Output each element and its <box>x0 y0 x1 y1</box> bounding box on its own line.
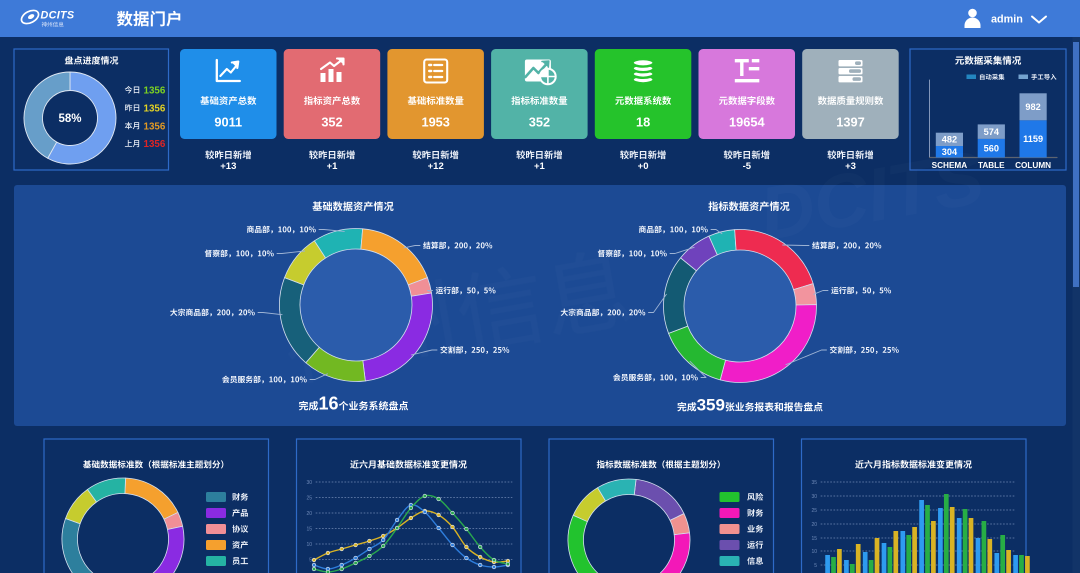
svg-text:10: 10 <box>811 549 817 555</box>
svg-text:1356: 1356 <box>144 103 166 114</box>
svg-text:+12: +12 <box>428 161 444 172</box>
svg-text:30: 30 <box>306 480 312 486</box>
svg-text:-5: -5 <box>743 161 752 172</box>
svg-text:482: 482 <box>942 135 957 145</box>
svg-text:18: 18 <box>636 115 650 130</box>
svg-text:359: 359 <box>697 396 725 415</box>
svg-text:+1: +1 <box>534 161 546 172</box>
svg-text:9011: 9011 <box>214 115 242 130</box>
svg-text:1356: 1356 <box>144 139 166 150</box>
svg-text:10: 10 <box>306 542 312 548</box>
svg-text:15: 15 <box>811 536 817 542</box>
svg-text:+0: +0 <box>638 161 649 172</box>
svg-text:30: 30 <box>811 494 817 500</box>
svg-text:574: 574 <box>984 127 1000 137</box>
svg-text:35: 35 <box>811 480 817 486</box>
svg-text:1356: 1356 <box>144 121 166 132</box>
svg-text:COLUMN: COLUMN <box>1015 161 1051 170</box>
svg-text:20: 20 <box>306 511 312 517</box>
svg-text:15: 15 <box>306 526 312 532</box>
svg-text:SCHEMA: SCHEMA <box>932 161 968 170</box>
svg-text:TABLE: TABLE <box>978 161 1005 170</box>
svg-text:DCITS: DCITS <box>41 9 75 21</box>
svg-text:1397: 1397 <box>836 115 864 130</box>
svg-text:560: 560 <box>984 144 999 154</box>
svg-text:+3: +3 <box>845 161 856 172</box>
svg-text:19654: 19654 <box>729 115 765 130</box>
svg-text:352: 352 <box>321 115 342 130</box>
svg-text:20: 20 <box>811 522 817 528</box>
svg-text:25: 25 <box>811 508 817 514</box>
svg-text:1159: 1159 <box>1023 134 1043 144</box>
svg-text:304: 304 <box>942 147 958 157</box>
svg-text:1356: 1356 <box>144 86 166 97</box>
svg-text:+1: +1 <box>327 161 339 172</box>
svg-text:5: 5 <box>309 557 312 563</box>
svg-text:1953: 1953 <box>421 115 449 130</box>
svg-text:+13: +13 <box>220 161 236 172</box>
svg-text:admin: admin <box>991 13 1023 25</box>
svg-text:5: 5 <box>814 563 817 569</box>
svg-text:352: 352 <box>529 115 550 130</box>
svg-text:16: 16 <box>319 394 339 414</box>
svg-text:58%: 58% <box>58 113 81 125</box>
svg-text:982: 982 <box>1025 102 1040 112</box>
svg-text:25: 25 <box>306 495 312 501</box>
